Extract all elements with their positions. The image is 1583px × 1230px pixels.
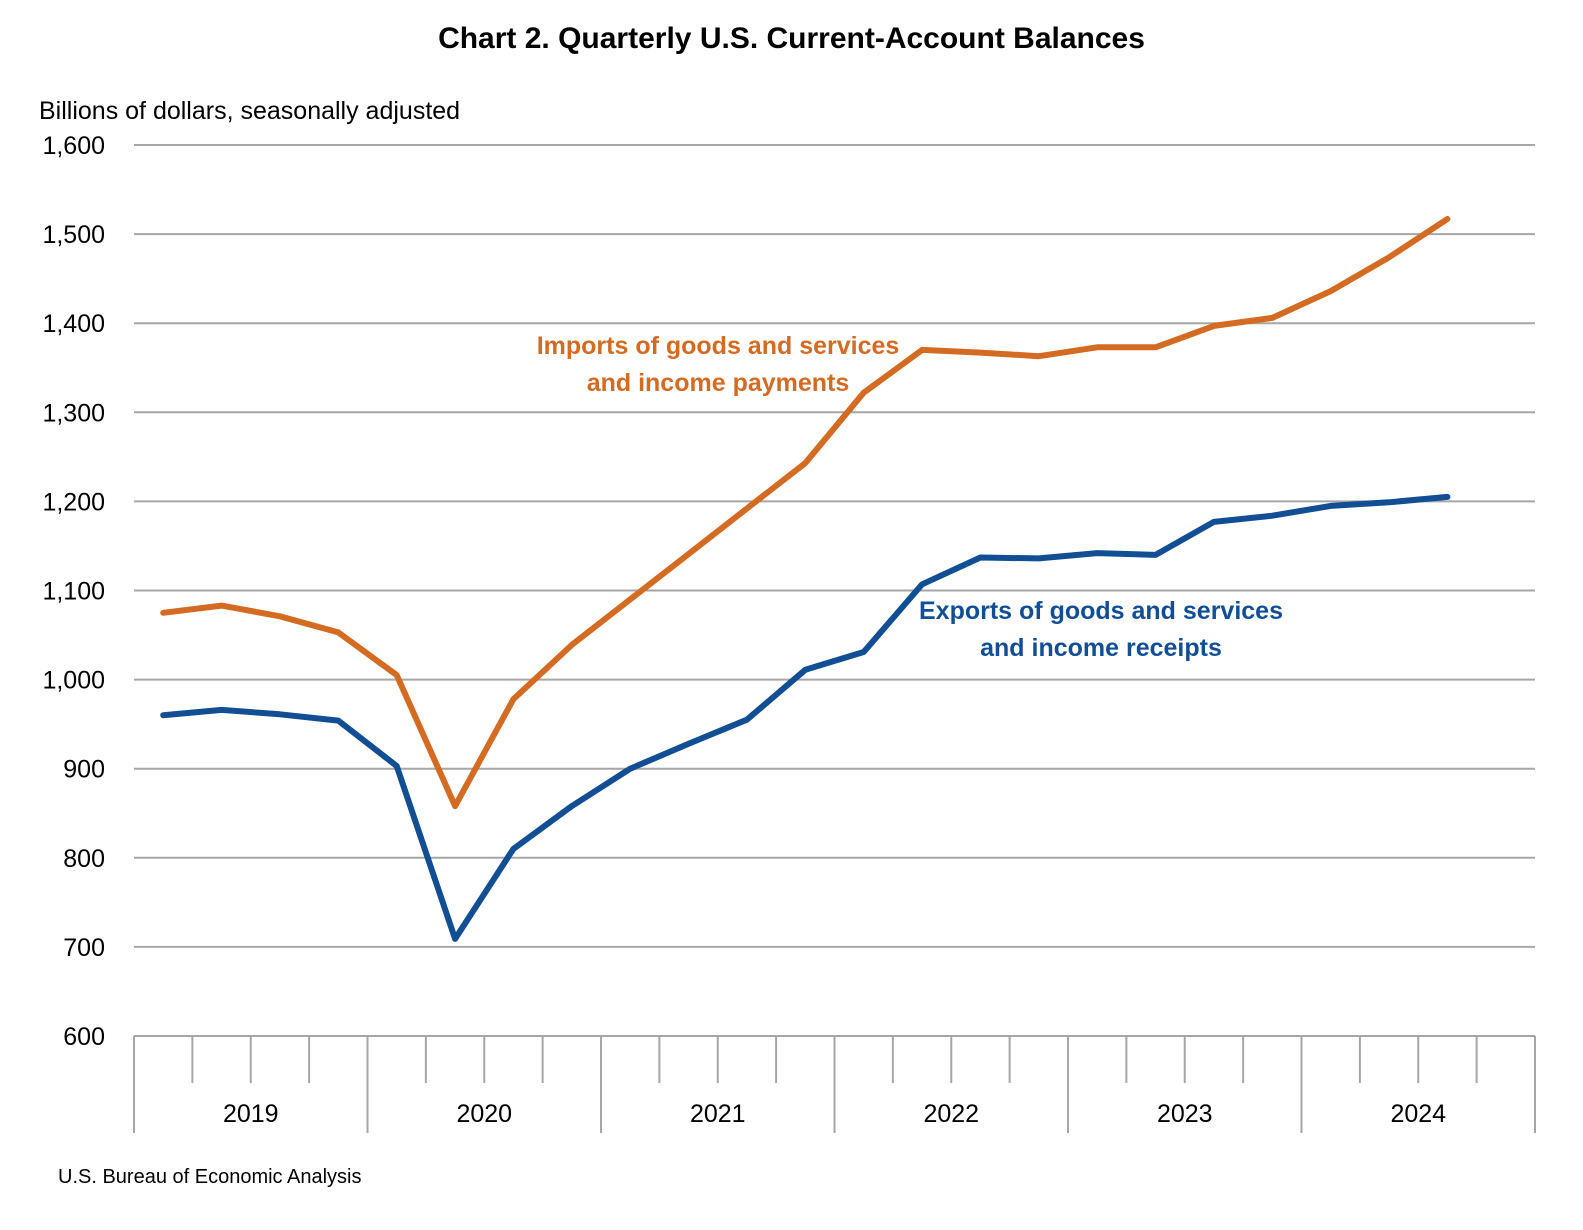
y-tick-label: 1,100 xyxy=(42,578,105,606)
x-tick-label: 2023 xyxy=(1157,1100,1213,1128)
y-tick-label: 1,200 xyxy=(42,488,105,516)
x-tick-label: 2019 xyxy=(223,1100,279,1128)
y-tick-label: 1,500 xyxy=(42,221,105,249)
source-note: U.S. Bureau of Economic Analysis xyxy=(58,1166,362,1188)
exports-series-line xyxy=(160,493,1451,942)
y-tick-label: 600 xyxy=(63,1023,105,1051)
gridlines xyxy=(134,144,1535,1037)
imports-series-label: and income payments xyxy=(587,369,850,397)
y-tick-label: 800 xyxy=(63,845,105,873)
x-tick-label: 2022 xyxy=(923,1100,979,1128)
y-tick-label: 1,000 xyxy=(42,667,105,695)
y-tick-label: 1,600 xyxy=(42,132,105,160)
imports-series-line xyxy=(160,216,1451,810)
exports-series-label: Exports of goods and services xyxy=(919,597,1283,625)
x-tick-label: 2024 xyxy=(1390,1100,1446,1128)
series-annotations: Imports of goods and services and income … xyxy=(537,332,1283,662)
x-tick-label: 2020 xyxy=(456,1100,512,1128)
y-axis-label: Billions of dollars, seasonally adjusted xyxy=(39,97,461,125)
exports-series-label: and income receipts xyxy=(980,634,1222,662)
x-axis: 2019 2020 2021 2022 2023 2024 xyxy=(133,1036,1536,1133)
y-axis: 600 700 800 900 1,000 1,100 1,200 1,300 1,400 1,5… xyxy=(42,132,105,1051)
y-tick-label: 1,400 xyxy=(42,310,105,338)
x-tick-label: 2021 xyxy=(690,1100,746,1128)
chart-title: Chart 2. Quarterly U.S. Current-Account … xyxy=(438,22,1145,55)
y-tick-label: 1,300 xyxy=(42,399,105,427)
y-tick-label: 900 xyxy=(63,756,105,784)
y-tick-label: 700 xyxy=(63,934,105,962)
imports-series-label: Imports of goods and services xyxy=(537,332,900,360)
series-lines xyxy=(160,216,1451,942)
